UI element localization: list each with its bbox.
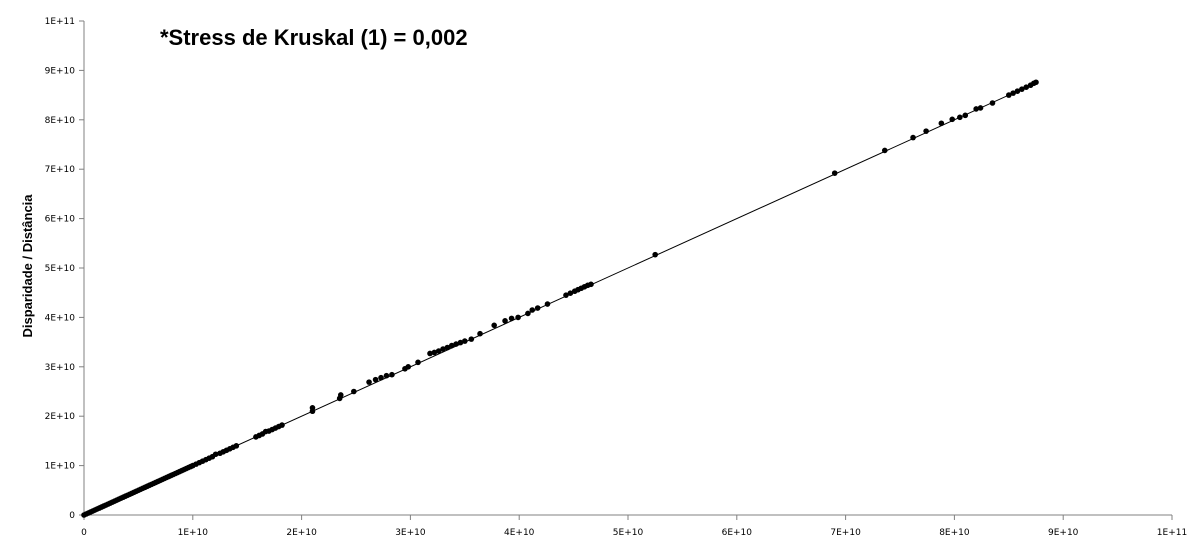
data-point [962, 112, 969, 119]
data-point [1023, 84, 1030, 90]
y-axis-label: Disparidade / Distância [20, 194, 35, 338]
data-point [435, 348, 442, 354]
data-points [81, 79, 1039, 518]
data-point [544, 301, 551, 307]
y-tick-label: 1E+11 [45, 17, 75, 27]
data-point [567, 290, 574, 296]
x-axis-ticks: 0 1E+10 2E+10 3E+10 4E+10 5E+10 6E+10 7E+10 8E+1… [81, 515, 1187, 538]
data-point [1019, 86, 1025, 92]
y-tick-label: 3E+10 [45, 363, 76, 373]
data-point [1014, 88, 1021, 94]
data-point [372, 376, 379, 383]
data-point [415, 359, 421, 366]
y-tick-label: 0 [69, 511, 75, 521]
x-tick-label: 7E+10 [830, 528, 861, 538]
y-tick-label: 8E+10 [45, 116, 76, 126]
data-point [957, 114, 963, 121]
x-tick-label: 3E+10 [395, 528, 426, 538]
data-point [534, 305, 541, 311]
data-point [405, 364, 412, 370]
data-point [525, 310, 531, 317]
data-point [910, 134, 916, 141]
data-point [431, 349, 438, 356]
data-point [427, 350, 433, 357]
y-tick-label: 5E+10 [45, 264, 76, 274]
data-point [378, 374, 384, 381]
x-tick-label: 0 [81, 528, 87, 538]
data-point [938, 120, 945, 127]
data-point [977, 105, 984, 111]
x-tick-label: 4E+10 [504, 528, 535, 538]
data-point [973, 106, 979, 112]
y-tick-label: 9E+10 [45, 66, 76, 76]
data-point [652, 251, 658, 258]
data-point [383, 372, 390, 379]
data-point [279, 422, 285, 428]
data-point [881, 147, 888, 154]
data-point [468, 336, 475, 342]
x-tick-label: 2E+10 [286, 528, 317, 538]
y-tick-label: 2E+10 [45, 412, 76, 422]
data-point [949, 116, 956, 123]
x-tick-label: 6E+10 [722, 528, 753, 538]
y-tick-label: 4E+10 [45, 313, 76, 323]
data-point [389, 371, 395, 378]
data-point [1006, 92, 1012, 98]
data-point [529, 307, 536, 313]
data-point [1010, 90, 1016, 96]
data-point [453, 341, 459, 347]
data-point [1033, 79, 1039, 86]
x-tick-label: 1E+11 [1157, 528, 1187, 538]
data-point [351, 388, 357, 395]
data-point [462, 338, 468, 344]
data-point [508, 315, 515, 322]
data-point [477, 330, 483, 337]
y-tick-label: 7E+10 [45, 165, 76, 175]
data-point [337, 392, 344, 398]
y-tick-label: 1E+10 [45, 462, 76, 472]
data-point [309, 405, 316, 411]
data-point [563, 292, 569, 298]
data-point [448, 342, 455, 349]
x-tick-label: 5E+10 [613, 528, 644, 538]
data-point [515, 314, 521, 321]
chart-title: *Stress de Kruskal (1) = 0,002 [160, 25, 468, 50]
data-point [491, 322, 497, 329]
data-point [444, 344, 451, 351]
data-point [588, 281, 594, 288]
data-point [366, 379, 372, 385]
x-tick-label: 9E+10 [1048, 528, 1079, 538]
x-tick-label: 1E+10 [178, 528, 209, 538]
y-tick-label: 6E+10 [45, 215, 76, 225]
y-axis-ticks: 0 1E+10 2E+10 3E+10 4E+10 5E+10 6E+10 7E+10 8E+1… [45, 17, 84, 521]
data-point [923, 128, 929, 134]
data-point [502, 318, 508, 324]
data-point [457, 339, 464, 346]
data-point [233, 443, 240, 449]
data-point [440, 346, 446, 352]
data-point [212, 451, 219, 458]
data-point [989, 100, 996, 106]
trendline [83, 82, 1037, 516]
x-tick-label: 8E+10 [939, 528, 970, 538]
data-point [831, 170, 838, 176]
